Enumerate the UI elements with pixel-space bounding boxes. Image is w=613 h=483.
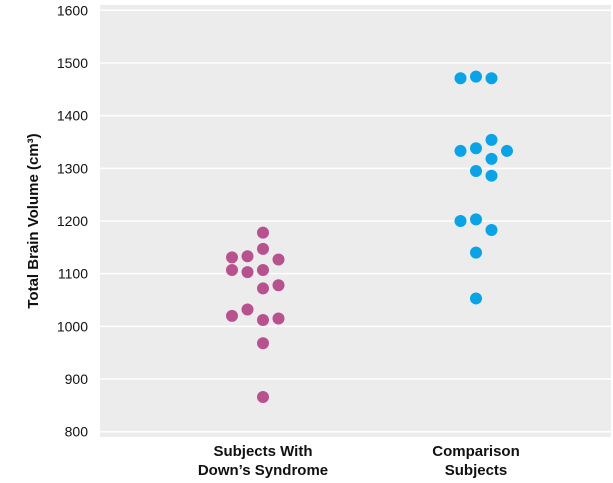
- data-point: [470, 70, 482, 83]
- data-point: [470, 164, 482, 177]
- data-points: [226, 70, 513, 403]
- data-point: [485, 72, 498, 85]
- data-point: [272, 279, 285, 292]
- y-tick-label: 1000: [57, 318, 88, 334]
- data-point: [272, 312, 285, 325]
- data-point: [485, 223, 498, 236]
- data-point: [257, 282, 269, 295]
- data-point: [485, 152, 498, 165]
- data-point: [454, 72, 467, 85]
- y-tick-label: 1600: [57, 2, 88, 18]
- data-point: [485, 133, 498, 146]
- data-point: [257, 226, 269, 239]
- x-category-label-line2: Down’s Syndrome: [198, 462, 328, 479]
- data-point: [470, 292, 482, 305]
- data-point: [257, 314, 269, 327]
- data-point: [501, 144, 513, 157]
- gridlines: [100, 9, 611, 433]
- y-axis-title: Total Brain Volume (cm³): [25, 133, 42, 308]
- data-point: [226, 263, 238, 276]
- x-category-labels: Subjects With Down’s Syndrome Comparison Su…: [198, 443, 520, 479]
- data-point: [454, 215, 467, 227]
- data-point: [241, 250, 254, 263]
- y-tick-label: 1100: [58, 266, 88, 282]
- data-point: [470, 213, 482, 226]
- data-point: [485, 169, 498, 182]
- y-tick-label: 1300: [57, 160, 88, 176]
- data-point: [257, 242, 269, 255]
- data-point: [241, 266, 254, 279]
- y-tick-label: 800: [65, 424, 89, 440]
- y-tick-label: 1400: [57, 108, 88, 124]
- y-tick-label: 900: [65, 371, 89, 387]
- x-category-label-line2: Subjects: [445, 462, 508, 479]
- data-point: [272, 253, 285, 266]
- x-category-label-line1: Comparison: [432, 443, 520, 460]
- data-point: [257, 337, 269, 350]
- data-point: [241, 303, 254, 316]
- y-tick-label: 1500: [57, 55, 88, 71]
- data-point: [257, 263, 269, 276]
- y-tick-labels: 800 900 1000 1100 1200 1300 1400 1500 1600: [57, 2, 88, 439]
- data-point: [470, 142, 482, 155]
- x-category-label-line1: Subjects With: [213, 443, 312, 460]
- data-point: [226, 251, 238, 264]
- data-point: [470, 246, 482, 259]
- data-point: [226, 309, 238, 322]
- data-point: [257, 390, 269, 403]
- y-tick-label: 1200: [57, 213, 88, 229]
- data-point: [454, 144, 467, 157]
